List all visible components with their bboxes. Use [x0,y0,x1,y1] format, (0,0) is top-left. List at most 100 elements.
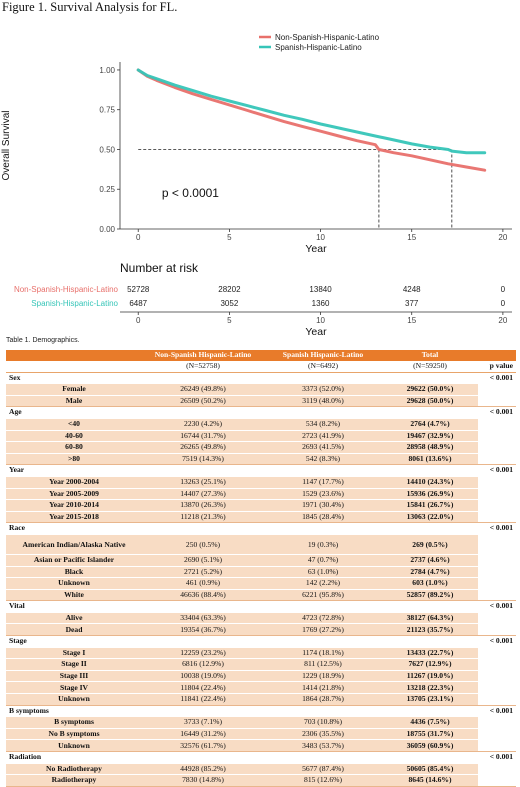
cell-spanish: 3119 (48.0%) [264,394,382,407]
cell-spanish: 2306 (35.5%) [264,727,382,740]
figure-title: Figure 1. Survival Analysis for FL. [2,0,178,14]
cell-spanish: 2693 (41.5%) [264,441,382,454]
cell-total: 13218 (22.3%) [382,681,478,694]
cell-p-empty [478,716,516,729]
cell-total: 2737 (4.6%) [382,553,478,566]
cell-total: 18755 (31.7%) [382,727,478,740]
table-row: >80 7519 (14.3%) 542 (8.3%) 8061 (13.6%) [6,452,516,465]
cell-spanish: 1529 (23.6%) [264,487,382,500]
chart-legend: Non-Spanish-Hispanic-LatinoSpanish-Hispa… [259,33,380,52]
cell-total: 2764 (4.7%) [382,417,478,431]
section-label: Radiation [6,751,478,764]
cell-non-spanish: 12259 (23.2%) [142,646,264,659]
table-row: Asian or Pacific Islander 2690 (5.1%) 47 (… [6,553,516,566]
cell-total: 8645 (14.6%) [382,774,478,787]
section-p-value: < 0.001 [478,600,516,613]
cell-spanish: 6221 (95.8%) [264,588,382,601]
demographics-table: Non-Spanish Hispanic-Latino Spanish Hisp… [6,350,516,787]
cell-non-spanish: 11218 (21.3%) [142,510,264,523]
section-p-value: < 0.001 [478,371,516,384]
risk-x-tick-label: 20 [498,316,507,325]
n-cell: (N=6492) [264,361,382,373]
risk-count: 377 [405,299,419,308]
cell-non-spanish: 26265 (49.8%) [142,441,264,454]
section-header-row: Stage < 0.001 [6,635,516,648]
cell-spanish: 1229 (18.9%) [264,669,382,682]
section-header-row: Year < 0.001 [6,464,516,477]
cell-total: 36059 (60.9%) [382,739,478,752]
cell-non-spanish: 11841 (22.4%) [142,693,264,706]
header-cell: Total [382,350,478,361]
cell-spanish: 2723 (41.9%) [264,429,382,442]
table-row: No Radiotherapy 44928 (85.2%) 5677 (87.4%)… [6,762,516,775]
risk-count: 52728 [127,285,150,294]
row-label: Year 2015-2018 [6,510,142,523]
cell-non-spanish: 33404 (63.3%) [142,611,264,624]
table-row: Stage I 12259 (23.2%) 1174 (18.1%) 13433 (2… [6,646,516,659]
cell-spanish: 1864 (28.7%) [264,693,382,706]
section-p-value: < 0.001 [478,751,516,764]
row-label: American Indian/Alaska Native [6,533,142,555]
cell-non-spanish: 3733 (7.1%) [142,716,264,729]
cell-total: 603 (1.0%) [382,577,478,590]
cell-non-spanish: 14407 (27.3%) [142,487,264,500]
table-body: Sex < 0.001 Female 26249 (49.8%) 3373 (52.0%… [6,371,516,787]
risk-row-label: Non-Spanish-Hispanic-Latino [14,285,119,294]
risk-count: 0 [501,299,506,308]
cell-non-spanish: 19354 (36.7%) [142,623,264,636]
x-tick-label: 15 [407,233,416,242]
demographics-table-container: Non-Spanish Hispanic-Latino Spanish Hisp… [6,350,516,787]
table-header-row: Non-Spanish Hispanic-Latino Spanish Hisp… [6,350,516,361]
row-label: Dead [6,623,142,636]
risk-table: Number at risk 0 5 10 15 20 Year Non-Spanish-Hi… [14,261,512,338]
row-label: Unknown [6,739,142,752]
section-header-row: Radiation < 0.001 [6,751,516,764]
cell-non-spanish: 2230 (4.2%) [142,417,264,431]
cell-p-empty [478,487,516,500]
cell-spanish: 1845 (28.4%) [264,510,382,523]
table-row: Year 2015-2018 11218 (21.3%) 1845 (28.4%) 1… [6,510,516,523]
cell-spanish: 542 (8.3%) [264,452,382,465]
section-p-value: < 0.001 [478,522,516,535]
cell-spanish: 703 (10.8%) [264,716,382,729]
cell-spanish: 47 (0.7%) [264,553,382,566]
n-cell: (N=59250) [382,361,478,373]
cell-spanish: 63 (1.0%) [264,565,382,578]
cell-p-empty [478,739,516,752]
n-cell [6,361,142,373]
row-label: Male [6,394,142,407]
table-row: No B symptoms 16449 (31.2%) 2306 (35.5%) 18… [6,727,516,740]
legend-entry: Spanish-Hispanic-Latino [275,43,362,52]
section-label: Stage [6,635,478,648]
cell-spanish: 142 (2.2%) [264,577,382,590]
cell-non-spanish: 26249 (49.8%) [142,383,264,396]
cell-spanish: 1414 (21.8%) [264,681,382,694]
section-header-row: Age < 0.001 [6,406,516,419]
row-label: Unknown [6,693,142,706]
n-cell: (N=52758) [142,361,264,373]
row-label: Stage IV [6,681,142,694]
row-label: Stage II [6,658,142,671]
section-label: Year [6,464,478,477]
cell-total: 13705 (23.1%) [382,693,478,706]
table-row: Dead 19354 (36.7%) 1769 (27.2%) 21123 (35.7… [6,623,516,636]
x-tick-label: 10 [316,233,325,242]
table-row: 60-80 26265 (49.8%) 2693 (41.5%) 28958 (48.… [6,441,516,454]
cell-p-empty [478,681,516,694]
y-tick-label: 0.75 [99,106,115,115]
row-label: Female [6,383,142,396]
table-row: Radiotherapy 7830 (14.8%) 815 (12.6%) 8645 … [6,774,516,787]
x-tick-label: 0 [136,233,141,242]
y-tick-label: 0.50 [99,145,115,154]
section-header-row: B symptoms < 0.001 [6,704,516,717]
cell-p-empty [478,693,516,706]
table-row: Unknown 32576 (61.7%) 3483 (53.7%) 36059 (6… [6,739,516,752]
header-cell [6,350,142,361]
cell-p-empty [478,429,516,442]
risk-x-tick-label: 10 [316,316,325,325]
table-row: Unknown 11841 (22.4%) 1864 (28.7%) 13705 (2… [6,693,516,706]
cell-total: 15841 (26.7%) [382,499,478,512]
header-cell [478,350,516,361]
table-row: Black 2721 (5.2%) 63 (1.0%) 2784 (4.7%) [6,565,516,578]
row-label: Asian or Pacific Islander [6,553,142,566]
